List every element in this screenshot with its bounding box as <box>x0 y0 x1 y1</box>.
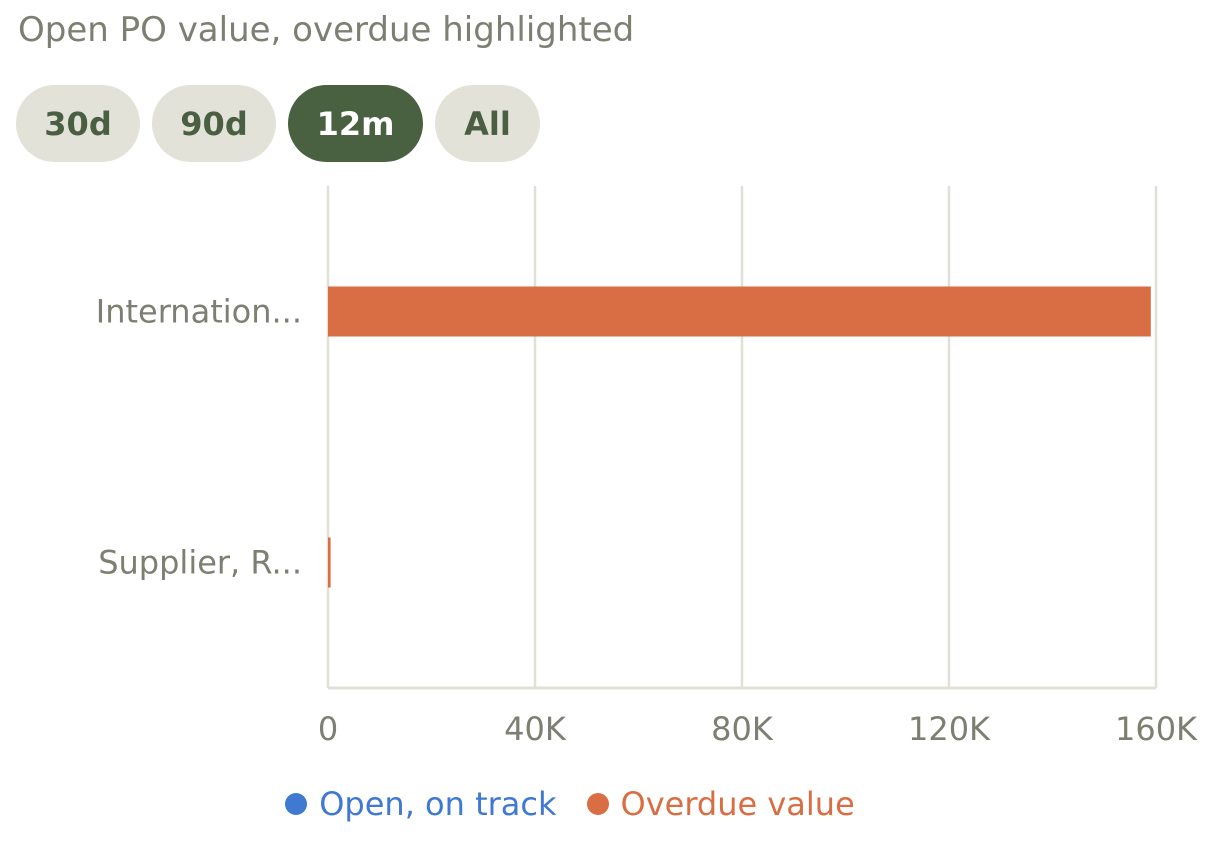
legend-label-overdue: Overdue value <box>620 785 855 823</box>
legend-item-open[interactable]: Open, on track <box>285 785 557 823</box>
y-category-label: Internation... <box>96 293 302 331</box>
x-tick-label: 0 <box>318 710 338 748</box>
x-tick-label: 160K <box>1115 710 1198 748</box>
time-range-filter: 30d 90d 12m All <box>16 85 540 162</box>
filter-90d-button[interactable]: 90d <box>152 85 276 162</box>
x-tick-label: 40K <box>504 710 567 748</box>
chart-legend: Open, on track Overdue value <box>0 785 1140 823</box>
filter-12m-button[interactable]: 12m <box>288 85 423 162</box>
bar <box>328 537 331 588</box>
chart-title: Open PO value, overdue highlighted <box>18 10 635 50</box>
x-tick-label: 80K <box>711 710 774 748</box>
legend-dot-open <box>285 793 308 815</box>
filter-all-button[interactable]: All <box>435 85 540 162</box>
filter-30d-button[interactable]: 30d <box>16 85 140 162</box>
legend-dot-overdue <box>586 793 609 815</box>
legend-label-open: Open, on track <box>319 785 557 823</box>
x-tick-label: 120K <box>908 710 991 748</box>
legend-item-overdue[interactable]: Overdue value <box>586 785 855 823</box>
bar <box>328 286 1151 337</box>
y-category-label: Supplier, R... <box>98 544 302 582</box>
